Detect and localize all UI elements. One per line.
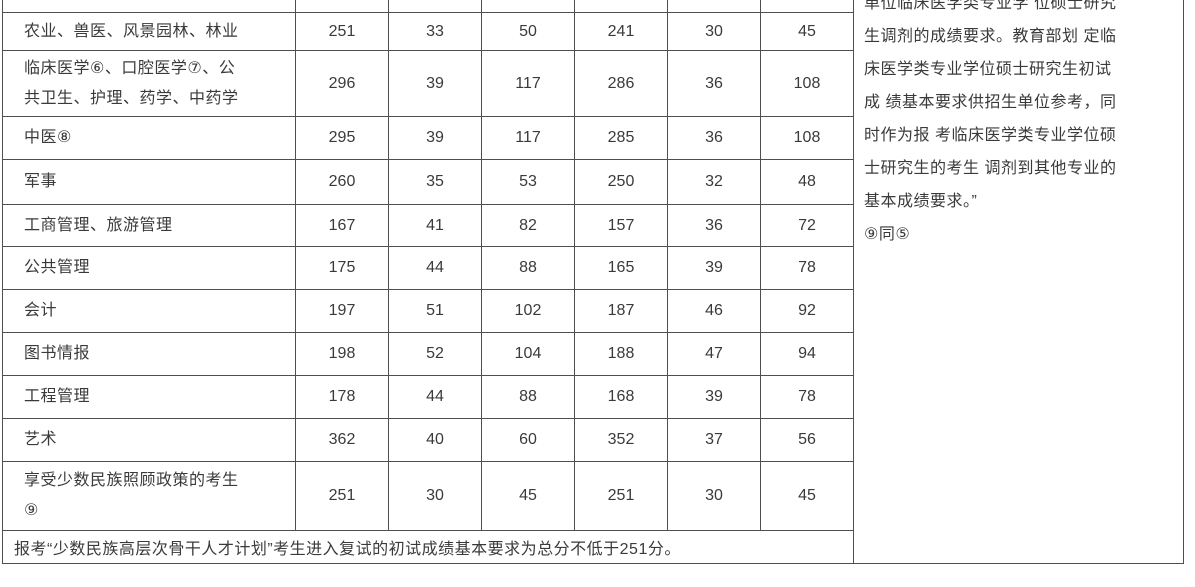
score-cell: 30 — [667, 461, 761, 531]
score-cell: 296 — [295, 50, 389, 117]
table-row: 农业、兽医、风景园林、林业 251 33 50 241 30 45 — [2, 12, 1184, 51]
table-row-cropped: 单位临床医学类专业学 位硕士研究 生调剂的成绩要求。教育部划 定临 床医学类专业… — [2, 0, 1184, 564]
score-cell: 50 — [481, 12, 575, 51]
subject-cell: 工商管理、旅游管理 — [2, 204, 296, 247]
score-cell: 36 — [667, 50, 761, 117]
score-cell: 187 — [574, 289, 668, 333]
score-cell: 104 — [481, 332, 575, 376]
score-cell: 285 — [574, 116, 668, 160]
score-cell: 102 — [481, 289, 575, 333]
score-cell: 33 — [388, 12, 482, 51]
score-cell: 108 — [760, 50, 854, 117]
score-cell: 30 — [667, 12, 761, 51]
score-cell: 72 — [760, 204, 854, 247]
subject-cell: 工程管理 — [2, 375, 296, 419]
table-cell-cropped — [667, 0, 761, 13]
score-cell: 53 — [481, 159, 575, 205]
score-cell: 44 — [388, 375, 482, 419]
table-row-footer: 报考“少数民族高层次骨干人才计划”考生进入复试的初试成绩基本要求为总分不低于25… — [2, 530, 1184, 564]
footer-note-cell: 报考“少数民族高层次骨干人才计划”考生进入复试的初试成绩基本要求为总分不低于25… — [2, 530, 854, 564]
subject-cell: 享受少数民族照顾政策的考生 ⑨ — [2, 461, 296, 531]
table-cell-cropped — [574, 0, 668, 13]
score-cell: 35 — [388, 159, 482, 205]
score-cell: 94 — [760, 332, 854, 376]
table-row: 艺术 362 40 60 352 37 56 — [2, 418, 1184, 462]
score-cell: 46 — [667, 289, 761, 333]
table-cell-cropped — [481, 0, 575, 13]
table-cell-cropped — [760, 0, 854, 13]
subject-cell: 艺术 — [2, 418, 296, 462]
table-cell-cropped — [295, 0, 389, 13]
notes-cell: 单位临床医学类专业学 位硕士研究 生调剂的成绩要求。教育部划 定临 床医学类专业… — [853, 0, 1184, 564]
score-cell: 157 — [574, 204, 668, 247]
table-row: 军事 260 35 53 250 32 48 — [2, 159, 1184, 205]
subject-cell: 公共管理 — [2, 246, 296, 290]
score-cell: 251 — [295, 12, 389, 51]
table-cell-cropped — [2, 0, 296, 13]
score-cell: 41 — [388, 204, 482, 247]
score-cell: 251 — [574, 461, 668, 531]
score-cell: 39 — [667, 375, 761, 419]
score-cell: 45 — [760, 461, 854, 531]
score-cell: 362 — [295, 418, 389, 462]
score-cell: 241 — [574, 12, 668, 51]
score-cell: 48 — [760, 159, 854, 205]
subject-cell: 图书情报 — [2, 332, 296, 376]
score-cell: 92 — [760, 289, 854, 333]
table-row: 工程管理 178 44 88 168 39 78 — [2, 375, 1184, 419]
score-cell: 108 — [760, 116, 854, 160]
score-cell: 45 — [760, 12, 854, 51]
score-cell: 88 — [481, 246, 575, 290]
score-cell: 167 — [295, 204, 389, 247]
score-cell: 37 — [667, 418, 761, 462]
score-cell: 117 — [481, 116, 575, 160]
table-row: 中医⑧ 295 39 117 285 36 108 — [2, 116, 1184, 160]
score-cell: 47 — [667, 332, 761, 376]
score-cell: 32 — [667, 159, 761, 205]
score-cell: 286 — [574, 50, 668, 117]
admission-score-table: 单位临床医学类专业学 位硕士研究 生调剂的成绩要求。教育部划 定临 床医学类专业… — [2, 0, 1184, 564]
score-cell: 260 — [295, 159, 389, 205]
score-cell: 30 — [388, 461, 482, 531]
score-cell: 78 — [760, 246, 854, 290]
score-cell: 51 — [388, 289, 482, 333]
score-cell: 78 — [760, 375, 854, 419]
table-row: 享受少数民族照顾政策的考生 ⑨ 251 30 45 251 30 45 — [2, 461, 1184, 531]
subject-cell: 农业、兽医、风景园林、林业 — [2, 12, 296, 51]
score-cell: 165 — [574, 246, 668, 290]
score-cell: 56 — [760, 418, 854, 462]
score-cell: 197 — [295, 289, 389, 333]
score-cell: 117 — [481, 50, 575, 117]
table-row: 工商管理、旅游管理 167 41 82 157 36 72 — [2, 204, 1184, 247]
score-cell: 82 — [481, 204, 575, 247]
score-cell: 198 — [295, 332, 389, 376]
score-cell: 295 — [295, 116, 389, 160]
score-cell: 178 — [295, 375, 389, 419]
table-cell-cropped — [388, 0, 482, 13]
score-cell: 36 — [667, 204, 761, 247]
score-cell: 352 — [574, 418, 668, 462]
score-cell: 45 — [481, 461, 575, 531]
score-cell: 40 — [388, 418, 482, 462]
score-cell: 44 — [388, 246, 482, 290]
score-cell: 39 — [388, 50, 482, 117]
score-cell: 52 — [388, 332, 482, 376]
subject-cell: 军事 — [2, 159, 296, 205]
score-cell: 39 — [388, 116, 482, 160]
table-row: 图书情报 198 52 104 188 47 94 — [2, 332, 1184, 376]
subject-cell: 中医⑧ — [2, 116, 296, 160]
table-row: 会计 197 51 102 187 46 92 — [2, 289, 1184, 333]
score-cell: 39 — [667, 246, 761, 290]
subject-cell: 临床医学⑥、口腔医学⑦、公 共卫生、护理、药学、中药学 — [2, 50, 296, 117]
score-cell: 250 — [574, 159, 668, 205]
score-cell: 36 — [667, 116, 761, 160]
score-cell: 175 — [295, 246, 389, 290]
score-cell: 188 — [574, 332, 668, 376]
subject-cell: 会计 — [2, 289, 296, 333]
score-cell: 251 — [295, 461, 389, 531]
score-cell: 60 — [481, 418, 575, 462]
score-cell: 168 — [574, 375, 668, 419]
score-cell: 88 — [481, 375, 575, 419]
